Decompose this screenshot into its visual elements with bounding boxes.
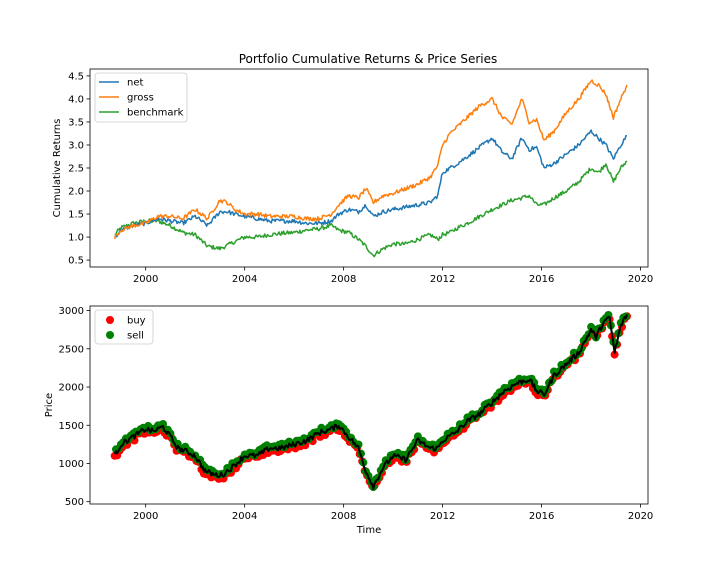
returns-y-tick-label: 3.5 — [68, 117, 84, 128]
price-x-tick-label: 2004 — [232, 511, 257, 522]
price-y-tick-label: 1500 — [59, 421, 84, 432]
returns-x-ticks: 2000 2004 2008 2012 2016 2020 — [133, 267, 653, 285]
buy-point — [610, 350, 619, 359]
price-x-tick-label: 2008 — [331, 511, 356, 522]
legend-buy-marker — [106, 316, 114, 324]
returns-x-tick-label: 2012 — [430, 274, 455, 285]
returns-x-tick-label: 2020 — [628, 274, 653, 285]
returns-chart: Portfolio Cumulative Returns & Price Ser… — [52, 52, 653, 285]
returns-y-tick-label: 0.5 — [68, 256, 84, 267]
returns-y-tick-label: 4.5 — [68, 71, 84, 82]
legend-buy-label: buy — [127, 316, 146, 327]
series-line-benchmark — [114, 160, 628, 258]
series-line-gross — [113, 79, 628, 240]
price-y-tick-label: 3000 — [59, 306, 84, 317]
returns-y-tick-label: 2.5 — [68, 164, 84, 175]
legend-net-label: net — [127, 78, 143, 89]
legend-benchmark-label: benchmark — [127, 108, 184, 119]
price-legend: buy sell — [94, 309, 154, 345]
price-y-ticks: 500 1000 1500 2000 2500 3000 — [59, 306, 90, 508]
returns-x-tick-label: 2008 — [331, 274, 356, 285]
returns-y-axis-label: Cumulative Returns — [52, 119, 63, 218]
price-series-group — [110, 311, 631, 492]
returns-x-tick-label: 2000 — [133, 274, 158, 285]
price-y-tick-label: 2000 — [59, 383, 84, 394]
price-x-ticks: 2000 2004 2008 2012 2016 2020 — [133, 504, 653, 522]
returns-chart-title: Portfolio Cumulative Returns & Price Ser… — [239, 52, 498, 66]
price-y-tick-label: 500 — [65, 497, 84, 508]
returns-legend: net gross benchmark — [94, 72, 188, 123]
returns-x-tick-label: 2004 — [232, 274, 257, 285]
price-y-tick-label: 2500 — [59, 344, 84, 355]
returns-y-tick-label: 1.0 — [68, 233, 84, 244]
price-chart: 2000 2004 2008 2012 2016 2020 500 1000 1500 2000… — [44, 305, 653, 536]
price-y-tick-label: 1000 — [59, 459, 84, 470]
legend-gross-label: gross — [127, 93, 154, 104]
returns-series-group — [113, 79, 628, 258]
returns-legend-box — [94, 72, 188, 123]
price-plot-frame — [89, 305, 649, 505]
price-line — [113, 314, 628, 490]
legend-sell-label: sell — [127, 331, 144, 342]
price-x-tick-label: 2016 — [529, 511, 554, 522]
price-x-tick-label: 2012 — [430, 511, 455, 522]
returns-x-tick-label: 2016 — [529, 274, 554, 285]
returns-y-ticks: 0.5 1.0 1.5 2.0 2.5 3.0 3.5 4.0 4.5 — [68, 71, 90, 267]
price-x-axis-label: Time — [356, 525, 381, 536]
price-x-tick-label: 2000 — [133, 511, 158, 522]
returns-y-tick-label: 1.5 — [68, 210, 84, 221]
price-x-tick-label: 2020 — [628, 511, 653, 522]
returns-y-tick-label: 4.0 — [68, 94, 84, 105]
price-y-axis-label: Price — [44, 393, 55, 417]
legend-sell-marker — [106, 331, 114, 339]
returns-y-tick-label: 3.0 — [68, 140, 84, 151]
series-line-net — [114, 129, 627, 238]
returns-y-tick-label: 2.0 — [68, 187, 84, 198]
